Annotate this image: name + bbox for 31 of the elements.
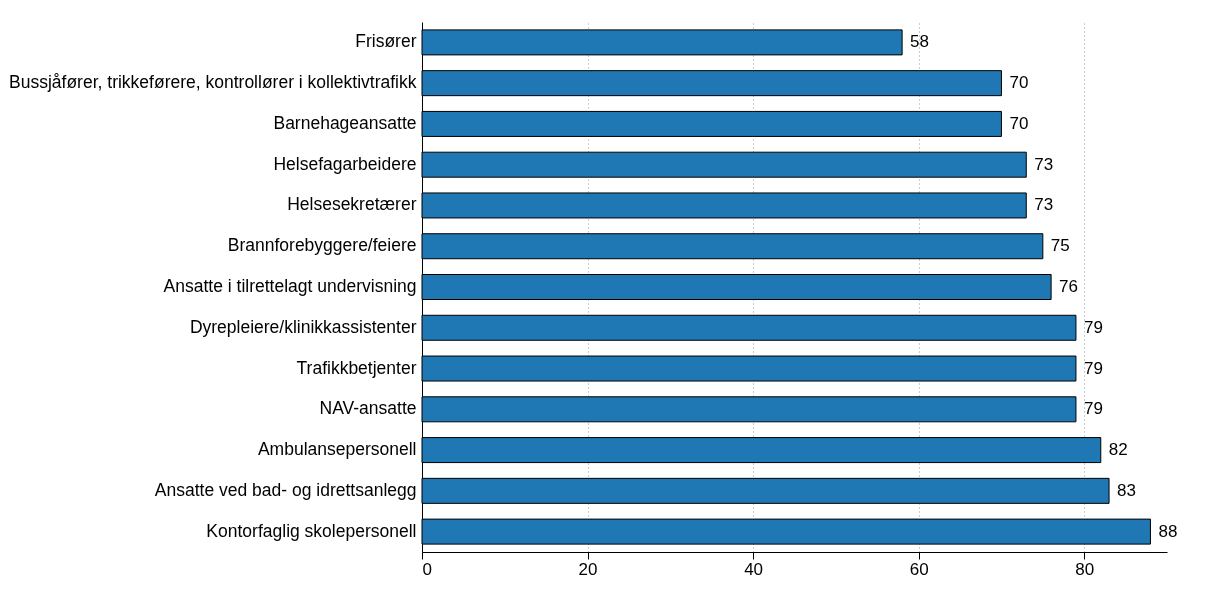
y-tick-label: Brannforebyggere/feiere: [227, 235, 417, 256]
y-tick-label: Helsefagarbeidere: [273, 153, 417, 174]
data-label: 79: [1083, 358, 1103, 378]
y-tick-label: Kontorfaglig skolepersonell: [206, 520, 417, 541]
y-tick-label: Trafikkbetjenter: [296, 357, 417, 378]
y-tick-label: Ansatte i tilrettelagt undervisning: [163, 276, 417, 296]
data-label: 79: [1083, 399, 1103, 419]
data-label: 75: [1050, 236, 1070, 256]
data-label: 83: [1117, 480, 1136, 500]
y-tick-label: Bussjåfører, trikkeførere, kontrollører i kollektivtrafikk: [9, 72, 417, 93]
x-tick-label: 20: [578, 559, 598, 579]
data-label: 73: [1034, 195, 1054, 215]
x-tick-label: 40: [744, 559, 764, 579]
data-label: 76: [1059, 277, 1079, 296]
data-label: 73: [1034, 154, 1054, 174]
y-tick-label: Ambulansepersonell: [257, 439, 417, 460]
x-tick-label: 0: [422, 559, 432, 579]
y-tick-label: Ansatte ved bad- og idrettsanlegg: [154, 479, 417, 500]
x-tick-label: 80: [1075, 559, 1095, 579]
data-label: 70: [1009, 73, 1029, 93]
data-label: 58: [910, 32, 930, 52]
data-label: 88: [1158, 521, 1178, 541]
y-tick-label: Barnehageansatte: [273, 112, 417, 133]
y-tick-label: NAV-ansatte: [319, 398, 417, 419]
data-label: 70: [1009, 113, 1029, 133]
y-tick-label: Dyrepleiere/klinikkassistenter: [189, 316, 417, 337]
x-tick-label: 60: [909, 559, 929, 579]
data-label: 82: [1108, 440, 1128, 460]
y-tick-label: Frisører: [355, 31, 417, 52]
y-tick-label: Helsesekretærer: [287, 194, 417, 215]
data-label: 79: [1083, 317, 1103, 337]
